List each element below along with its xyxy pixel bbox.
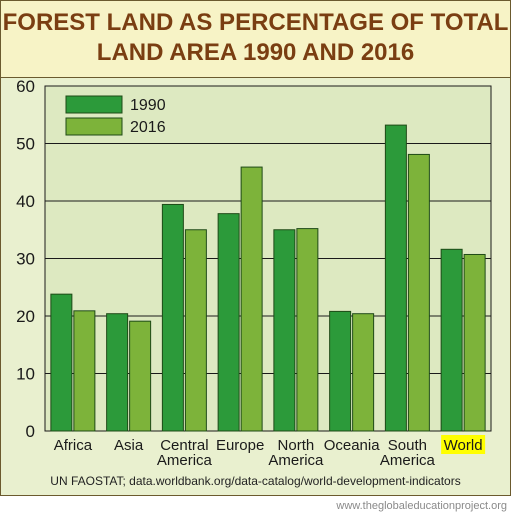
bar-2016 xyxy=(296,228,319,432)
bar-2016 xyxy=(407,153,430,432)
bar-2016 xyxy=(129,320,152,432)
bar-1990 xyxy=(106,313,129,432)
y-tick-label: 60 xyxy=(16,77,35,96)
bar-2016 xyxy=(463,253,486,432)
y-tick-label: 30 xyxy=(16,250,35,269)
bar-1990 xyxy=(50,293,73,432)
x-tick-label: America xyxy=(268,452,324,469)
legend-label: 1990 xyxy=(130,97,166,114)
y-tick-label: 10 xyxy=(16,365,35,384)
x-tick-label: Europe xyxy=(216,437,264,454)
source-note: UN FAOSTAT; data.worldbank.org/data-cata… xyxy=(50,474,461,488)
chart-title-line-2: LAND AREA 1990 AND 2016 xyxy=(96,39,415,66)
chart-title-line-1: FOREST LAND AS PERCENTAGE OF TOTAL xyxy=(2,9,509,36)
legend-swatch-2016 xyxy=(65,117,123,136)
x-tick-label: Asia xyxy=(114,437,144,454)
bar-1990 xyxy=(273,229,296,432)
y-tick-label: 20 xyxy=(16,307,35,326)
y-tick-label: 50 xyxy=(16,135,35,154)
x-tick-label: Central xyxy=(160,437,208,454)
bar-2016 xyxy=(73,310,96,432)
title-band: FOREST LAND AS PERCENTAGE OF TOTAL LAND … xyxy=(1,1,510,78)
x-tick-label: America xyxy=(380,452,436,469)
bar-1990 xyxy=(440,248,463,432)
plot-frame xyxy=(44,85,492,432)
legend-label: 2016 xyxy=(130,119,166,136)
x-tick-label: Oceania xyxy=(324,437,381,454)
bar-2016 xyxy=(240,166,263,432)
x-tick-label: America xyxy=(157,452,213,469)
bar-1990 xyxy=(384,124,407,432)
bar-1990 xyxy=(329,310,352,432)
x-tick-label: Africa xyxy=(54,437,93,454)
highlight-box xyxy=(441,435,486,454)
x-tick-label: World xyxy=(444,437,483,454)
x-tick-label: North xyxy=(278,437,315,454)
bar-2016 xyxy=(352,313,375,432)
bar-2016 xyxy=(184,229,207,432)
credit-text: www.theglobaleducationproject.org xyxy=(336,500,507,512)
bar-1990 xyxy=(217,213,240,432)
legend-swatch-1990 xyxy=(65,95,123,114)
y-tick-label: 40 xyxy=(16,192,35,211)
y-tick-label: 0 xyxy=(26,422,35,441)
x-tick-label: South xyxy=(388,437,427,454)
bar-1990 xyxy=(161,203,184,432)
